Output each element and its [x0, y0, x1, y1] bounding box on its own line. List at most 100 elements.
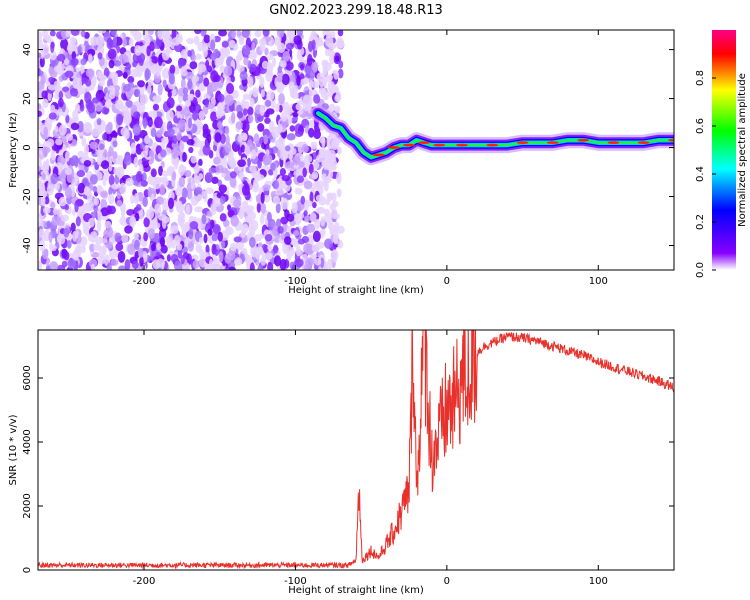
noise-blob [242, 108, 248, 116]
colorbar: 0.0 0.2 0.4 0.6 0.8 Normalized spectral ampl… [695, 30, 748, 278]
noise-blob [116, 113, 124, 126]
noise-blob [217, 121, 223, 129]
noise-blob [50, 150, 56, 161]
noise-blob [303, 180, 313, 190]
noise-blob [276, 75, 283, 83]
noise-blob [48, 231, 53, 243]
noise-blob [237, 64, 245, 73]
noise-blob [295, 103, 302, 111]
noise-blob [180, 254, 185, 265]
noise-blob [74, 200, 79, 213]
noise-blob [249, 236, 256, 248]
noise-blob [204, 172, 213, 184]
noise-blob [92, 75, 97, 87]
noise-blob [150, 168, 157, 178]
noise-blob [161, 216, 170, 224]
noise-blob [175, 200, 183, 209]
noise-blob [198, 63, 207, 73]
noise-blob [208, 258, 214, 269]
noise-blob [198, 110, 205, 121]
noise-blob [109, 71, 119, 79]
noise-blob [96, 220, 102, 232]
noise-blob [48, 112, 57, 120]
noise-blob [60, 30, 67, 39]
chart-title: GN02.2023.299.18.48.R13 [269, 3, 443, 18]
noise-blob [223, 65, 233, 77]
x-tick-label: -100 [284, 276, 307, 287]
noise-blob [168, 72, 175, 85]
ridge-peak [486, 143, 499, 147]
noise-blob [249, 262, 255, 270]
noise-blob [309, 191, 314, 204]
ridge-peak [372, 153, 385, 157]
noise-blob [176, 243, 183, 251]
noise-blob [122, 71, 128, 79]
noise-blob [85, 68, 95, 78]
noise-blob [224, 142, 232, 154]
noise-blob [213, 258, 220, 270]
noise-blob [110, 258, 119, 266]
noise-blob [133, 232, 139, 241]
noise-blob [310, 141, 318, 150]
y-tick-label: 6000 [22, 365, 33, 390]
noise-blob [44, 249, 49, 258]
noise-blob [298, 161, 305, 168]
noise-blob [38, 103, 42, 110]
noise-blob [241, 44, 250, 56]
noise-blob [111, 183, 121, 190]
noise-blob [81, 137, 87, 147]
snr-frame [37, 329, 675, 571]
noise-blob [117, 250, 126, 263]
noise-blob [252, 178, 258, 191]
noise-blob [69, 36, 77, 45]
ridge-peak [546, 141, 559, 145]
noise-blob [312, 230, 321, 243]
y-tick-label: -20 [22, 188, 33, 204]
noise-blob [321, 173, 327, 181]
noise-blob [120, 127, 129, 137]
noise-blob [48, 76, 55, 83]
noise-blob [129, 30, 139, 37]
noise-blob [98, 246, 106, 258]
ridge-peak [403, 143, 415, 147]
noise-blob [334, 86, 340, 93]
noise-blob [43, 206, 51, 214]
noise-blob [89, 174, 98, 185]
noise-blob [138, 247, 144, 259]
noise-blob [108, 59, 115, 69]
noise-blob [219, 213, 227, 222]
noise-blob [136, 143, 141, 152]
noise-blob [236, 104, 243, 114]
noise-blob [192, 260, 200, 269]
noise-blob [259, 213, 265, 225]
noise-blob [70, 155, 80, 166]
noise-blob [302, 167, 307, 178]
noise-blob [315, 194, 324, 202]
noise-blob [180, 165, 187, 173]
noise-blob [238, 207, 244, 220]
noise-blob [154, 116, 163, 129]
noise-blob [96, 185, 103, 192]
noise-blob [119, 216, 128, 226]
noise-blob [101, 160, 110, 170]
noise-blob [202, 144, 211, 156]
noise-blob [213, 35, 221, 43]
noise-blob [250, 219, 259, 232]
noise-blob [306, 155, 313, 163]
noise-blob [232, 199, 242, 208]
noise-blob [277, 65, 283, 74]
noise-blob [302, 77, 310, 84]
noise-blob [125, 62, 132, 71]
noise-blob [139, 255, 144, 267]
noise-blob [227, 266, 237, 270]
noise-blob [286, 213, 295, 222]
noise-blob [215, 164, 224, 174]
noise-blob [218, 30, 227, 37]
noise-blob [191, 75, 200, 83]
noise-blob [40, 74, 46, 85]
noise-blob [150, 127, 157, 138]
x-tick-label: -200 [133, 276, 156, 287]
noise-blob [178, 176, 186, 188]
noise-blob [180, 77, 186, 90]
noise-blob [259, 104, 265, 116]
